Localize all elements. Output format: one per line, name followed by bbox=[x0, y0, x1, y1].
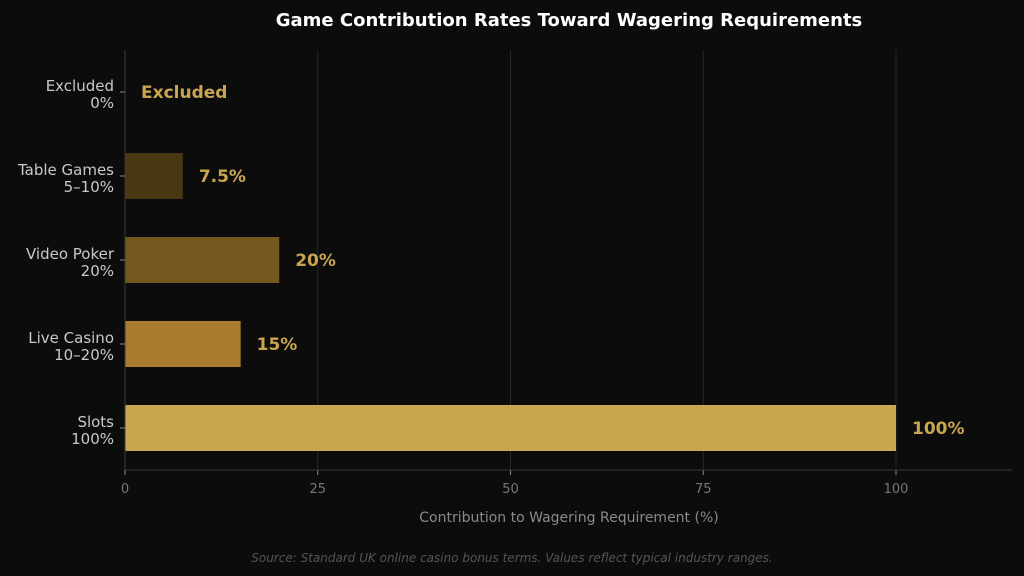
value-label: Excluded bbox=[141, 83, 227, 103]
category-label: Excluded bbox=[46, 77, 114, 95]
bars bbox=[125, 153, 896, 451]
category-range-label: 20% bbox=[81, 262, 114, 280]
value-label: 7.5% bbox=[199, 167, 246, 187]
x-tick-label: 100 bbox=[884, 482, 909, 497]
category-label: Table Games bbox=[17, 161, 114, 179]
x-tick-label: 25 bbox=[309, 482, 326, 497]
value-label: 15% bbox=[257, 335, 298, 355]
gridlines bbox=[317, 50, 897, 470]
x-tick-label: 0 bbox=[121, 482, 129, 497]
category-range-label: 5–10% bbox=[64, 178, 114, 196]
bar-4 bbox=[125, 405, 896, 451]
category-range-label: 10–20% bbox=[54, 346, 114, 364]
bar-3 bbox=[125, 321, 241, 367]
x-tick-label: 75 bbox=[695, 482, 712, 497]
category-label: Live Casino bbox=[28, 329, 114, 347]
x-tick-label: 50 bbox=[502, 482, 519, 497]
bar-2 bbox=[125, 237, 280, 283]
chart-title: Game Contribution Rates Toward Wagering … bbox=[276, 10, 863, 31]
category-label: Slots bbox=[77, 413, 114, 431]
value-label: 100% bbox=[912, 419, 965, 439]
x-axis-label: Contribution to Wagering Requirement (%) bbox=[419, 510, 718, 526]
category-label: Video Poker bbox=[26, 245, 115, 263]
axes bbox=[120, 50, 1012, 475]
bar-1 bbox=[125, 153, 183, 199]
source-note: Source: Standard UK online casino bonus … bbox=[251, 551, 773, 565]
category-range-label: 0% bbox=[90, 94, 114, 112]
category-range-label: 100% bbox=[71, 430, 114, 448]
value-label: 20% bbox=[295, 251, 336, 271]
